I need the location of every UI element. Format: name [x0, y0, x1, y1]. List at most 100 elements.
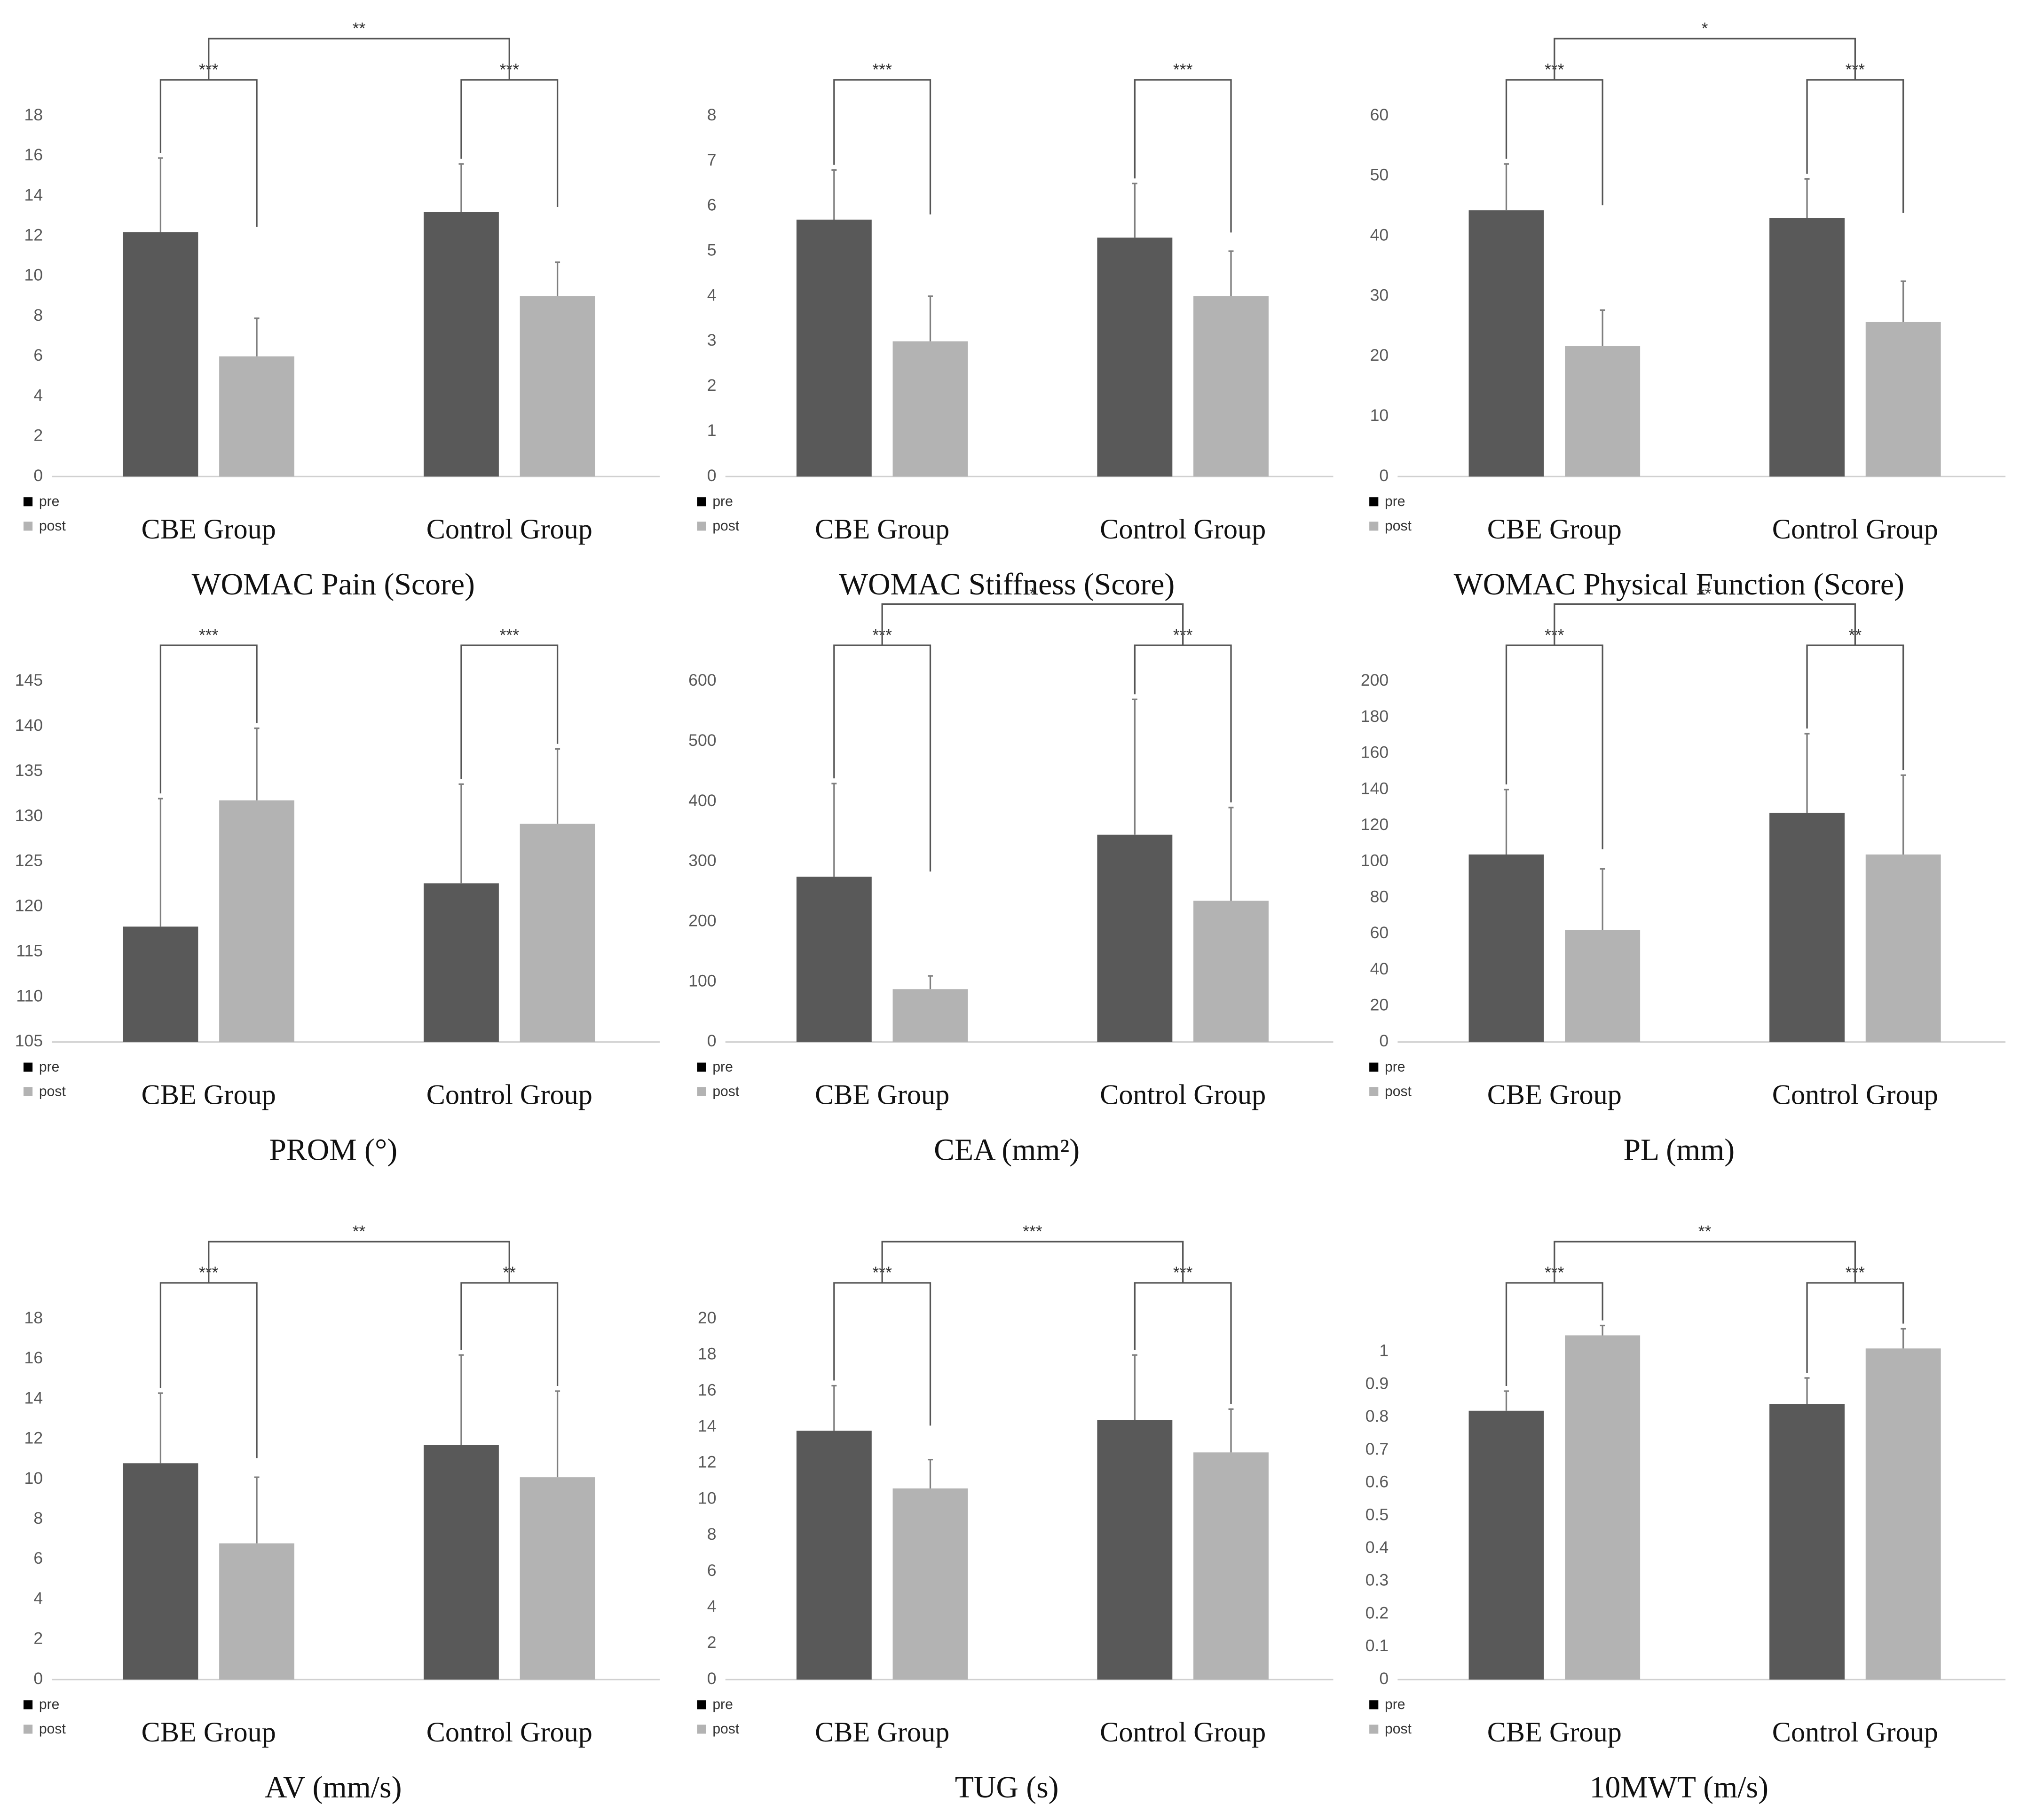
significance-label: ***: [872, 60, 892, 79]
y-tick-label: 14: [698, 1416, 717, 1435]
y-tick-label: 1: [1379, 1341, 1389, 1360]
x-tick-label: CBE Group: [815, 1079, 949, 1110]
x-tick-label: Control Group: [1772, 1717, 1938, 1748]
error-bar: [831, 783, 837, 877]
x-tick-label: CBE Group: [1487, 1079, 1622, 1110]
y-tick-label: 4: [33, 1589, 43, 1607]
significance-label: *: [1702, 19, 1708, 38]
legend-label: pre: [39, 1059, 60, 1075]
legend-swatch: [697, 522, 706, 531]
error-bar: [928, 295, 933, 341]
error-bar: [1901, 1328, 1906, 1349]
bracket: [1554, 1241, 1856, 1283]
bar: [123, 926, 198, 1042]
legend-label: post: [39, 1721, 66, 1737]
bar: [219, 1543, 295, 1680]
y-tick-label: 0: [707, 1669, 717, 1688]
error-bar: [254, 317, 260, 356]
y-tick-label: 7: [707, 150, 717, 169]
x-tick-label: Control Group: [1772, 1079, 1938, 1110]
y-tick-label: 50: [1370, 166, 1389, 184]
bar: [1097, 1420, 1173, 1680]
y-tick-label: 2: [33, 1629, 43, 1648]
error-bar: [831, 1385, 837, 1431]
y-tick-label: 200: [688, 911, 716, 930]
y-tick-label: 5: [707, 240, 717, 259]
bar: [424, 883, 499, 1042]
y-tick-label: 0: [1379, 466, 1389, 485]
x-tick-label: Control Group: [426, 514, 592, 545]
legend-label: pre: [1385, 1697, 1405, 1712]
bar: [1565, 1335, 1641, 1680]
y-tick-label: 16: [24, 145, 43, 164]
y-tick-label: 0: [707, 466, 717, 485]
significance-label: **: [353, 19, 366, 38]
bracket: [1554, 603, 1856, 646]
bracket: [881, 1241, 1184, 1283]
panel: 0 2 4 6 8 10 12 14 16 18 20 CBE Group *** Control Gro…: [697, 1222, 1334, 1804]
legend-label: post: [712, 518, 740, 534]
legend-swatch: [697, 1725, 706, 1734]
x-tick-label: Control Group: [426, 1079, 592, 1110]
bar: [796, 877, 872, 1042]
legend-swatch: [697, 1062, 706, 1072]
y-tick-label: 125: [15, 851, 43, 870]
y-tick-label: 20: [1370, 995, 1389, 1014]
error-bar: [1804, 178, 1810, 218]
error-bar: [1504, 163, 1509, 211]
y-tick-label: 120: [1361, 815, 1389, 834]
y-tick-label: 100: [688, 971, 716, 990]
legend-label: pre: [1385, 1059, 1405, 1075]
y-tick-label: 4: [33, 386, 43, 404]
y-tick-label: 500: [688, 731, 716, 750]
y-tick-label: 6: [33, 346, 43, 364]
x-tick-label: CBE Group: [142, 1079, 276, 1110]
significance-label: ***: [499, 625, 519, 644]
y-tick-label: 115: [16, 941, 43, 960]
error-bar: [1132, 182, 1137, 238]
x-tick-label: CBE Group: [1487, 1717, 1622, 1748]
chart-title: PROM (°): [269, 1132, 397, 1167]
y-tick-label: 0.9: [1365, 1374, 1389, 1393]
significance-label: ***: [1023, 1222, 1042, 1241]
bracket: [460, 644, 559, 779]
chart-title: 10MWT (m/s): [1590, 1770, 1768, 1804]
legend-label: post: [1385, 1721, 1412, 1737]
bar: [123, 232, 198, 477]
error-bar: [1600, 309, 1605, 347]
x-tick-label: CBE Group: [142, 1717, 276, 1748]
legend-swatch: [24, 1087, 33, 1096]
bracket: [833, 79, 931, 215]
y-tick-label: 2: [707, 1633, 717, 1652]
y-tick-label: 0.2: [1365, 1603, 1389, 1622]
bar: [1865, 854, 1941, 1042]
chart-title: CEA (mm²): [934, 1132, 1080, 1167]
bar: [1097, 834, 1173, 1042]
x-tick-label: CBE Group: [815, 1717, 949, 1748]
bracket: [159, 644, 258, 794]
y-tick-label: 0: [33, 466, 43, 485]
y-tick-label: 6: [707, 1561, 717, 1580]
legend-label: pre: [39, 494, 60, 509]
bar: [1865, 1348, 1941, 1680]
legend-swatch: [1369, 1700, 1379, 1709]
error-bar: [254, 727, 260, 800]
y-tick-label: 18: [24, 1308, 43, 1327]
error-bar: [555, 1390, 560, 1478]
bracket: [460, 1282, 559, 1386]
bar: [892, 989, 968, 1042]
error-bar: [458, 163, 464, 212]
y-tick-label: 10: [24, 1469, 43, 1488]
legend-label: post: [712, 1084, 740, 1100]
y-tick-label: 14: [24, 1388, 43, 1407]
error-bar: [1600, 868, 1605, 930]
legend-label: pre: [712, 1697, 733, 1712]
legend-label: post: [712, 1721, 740, 1737]
bracket: [159, 79, 258, 227]
legend-label: pre: [1385, 494, 1405, 509]
bar: [796, 219, 872, 477]
